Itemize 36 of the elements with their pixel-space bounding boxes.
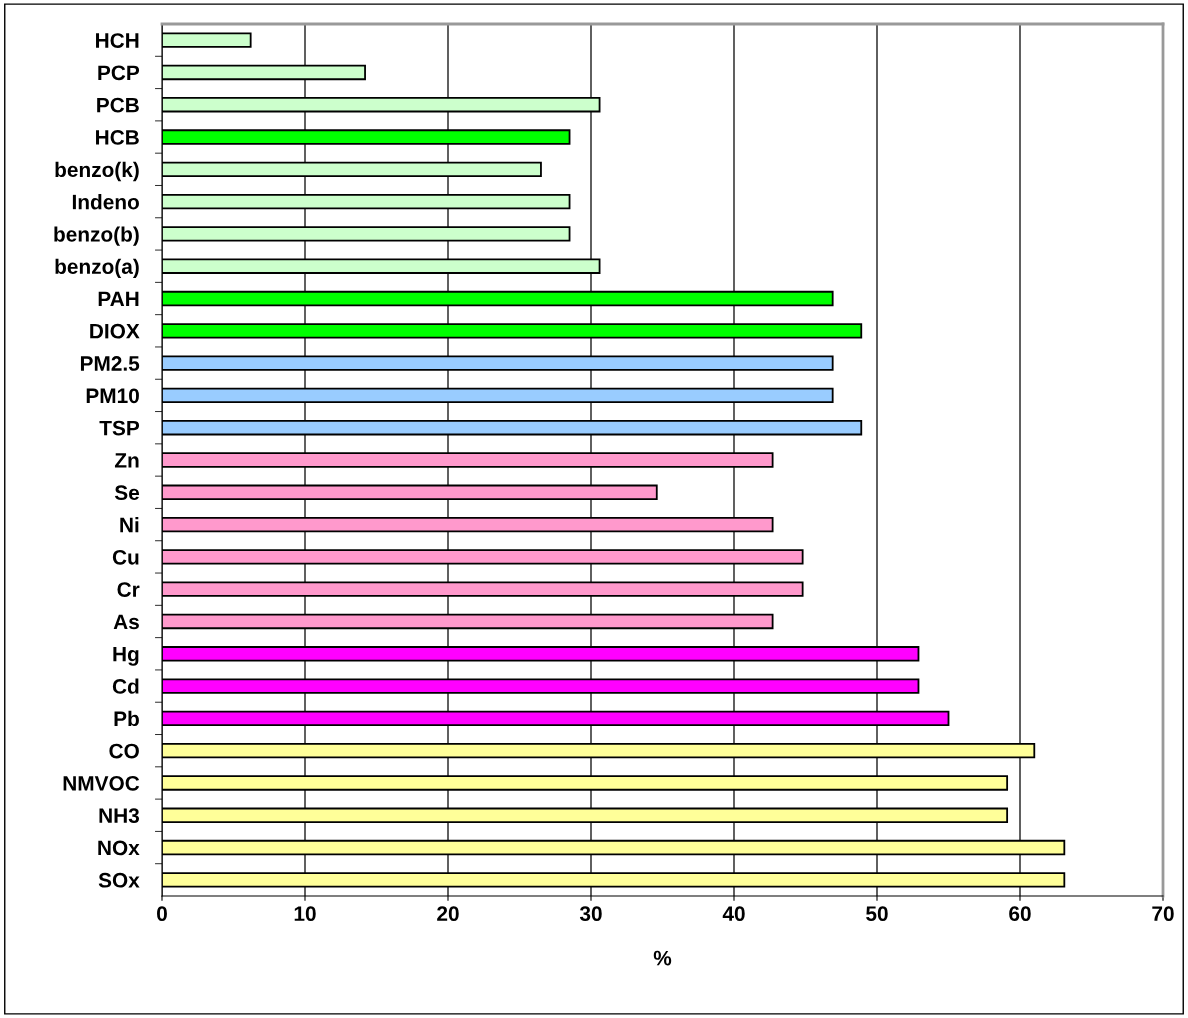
x-tick-label: 40 bbox=[722, 906, 745, 922]
y-tick-label: SOx bbox=[98, 872, 140, 888]
x-tick-label: 30 bbox=[579, 906, 602, 922]
y-tick-label: NMVOC bbox=[63, 775, 140, 791]
y-tick-label: Pb bbox=[114, 710, 139, 727]
y-tick-label: DIOX bbox=[90, 323, 140, 339]
y-tick-label: HCB bbox=[96, 130, 139, 145]
x-tick-label: 50 bbox=[866, 906, 888, 922]
y-tick-label: benzo(k) bbox=[55, 161, 139, 182]
y-tick-label: PM2.5 bbox=[80, 356, 140, 371]
x-tick-label: 60 bbox=[1009, 906, 1031, 922]
x-tick-label: 0 bbox=[157, 906, 167, 922]
y-tick-label: CO bbox=[109, 743, 139, 759]
y-tick-label: benzo(a) bbox=[55, 258, 139, 279]
y-tick-label: PM10 bbox=[86, 388, 139, 404]
y-tick-label: As bbox=[113, 614, 139, 630]
x-axis-title: % bbox=[653, 950, 672, 966]
y-tick-label: HCH bbox=[96, 33, 139, 48]
y-tick-label: TSP bbox=[99, 420, 140, 436]
x-tick-label: 20 bbox=[437, 906, 459, 922]
y-tick-label: PCP bbox=[98, 65, 140, 81]
y-tick-label: Cu bbox=[112, 549, 139, 565]
y-tick-label: Zn bbox=[114, 453, 139, 468]
y-tick-label: Indeno bbox=[72, 194, 139, 210]
y-tick-label: Hg bbox=[113, 646, 139, 666]
y-tick-label: Cr bbox=[117, 582, 140, 597]
y-tick-label: PCB bbox=[97, 97, 139, 113]
x-tick-label: 10 bbox=[294, 906, 316, 922]
y-tick-label: Se bbox=[114, 485, 140, 501]
x-tick-label: 70 bbox=[1152, 906, 1174, 922]
y-tick-label: PAH bbox=[98, 291, 139, 307]
y-tick-label: NOx bbox=[98, 840, 140, 856]
y-tick-label: benzo(b) bbox=[54, 226, 139, 246]
y-tick-label: NH3 bbox=[99, 808, 140, 824]
y-tick-label: Cd bbox=[112, 678, 139, 694]
y-tick-label: Ni bbox=[120, 517, 139, 533]
